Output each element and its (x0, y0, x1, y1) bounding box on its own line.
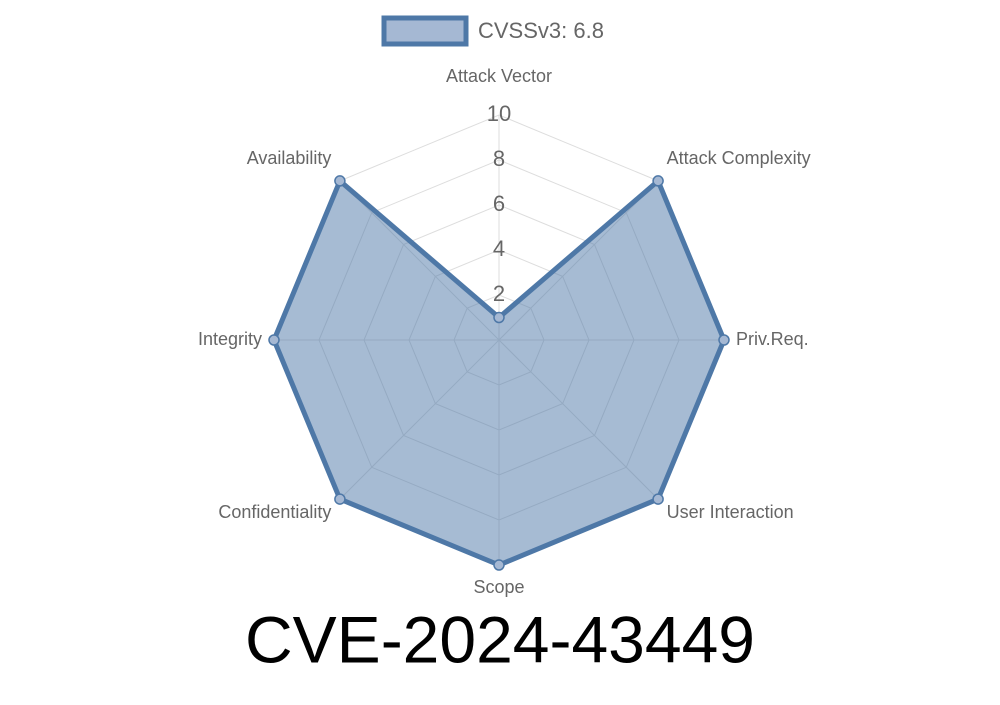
chart-title: CVE-2024-43449 (245, 602, 755, 676)
axis-label: Attack Vector (446, 66, 552, 86)
data-point (268, 334, 280, 346)
legend-swatch (381, 15, 469, 47)
data-point (718, 334, 730, 346)
tick-label: 6 (493, 191, 505, 216)
axis-label: Integrity (198, 329, 262, 349)
axis-label: Priv.Req. (736, 329, 809, 349)
tick-label: 4 (493, 236, 505, 261)
axis-label: Availability (247, 148, 332, 168)
tick-label: 8 (493, 146, 505, 171)
data-point (334, 493, 346, 505)
axis-label: Confidentiality (218, 502, 331, 522)
data-point (493, 311, 505, 324)
data-point (334, 175, 346, 187)
tick-label: 10 (487, 101, 511, 126)
data-point (652, 175, 664, 187)
tick-label: 2 (493, 281, 505, 306)
axis-label: Scope (473, 577, 524, 597)
legend-label: CVSSv3: 6.8 (478, 18, 604, 43)
data-point (493, 559, 505, 571)
axis-label: User Interaction (667, 502, 794, 522)
data-point (652, 493, 664, 505)
axis-label: Attack Complexity (667, 148, 811, 168)
